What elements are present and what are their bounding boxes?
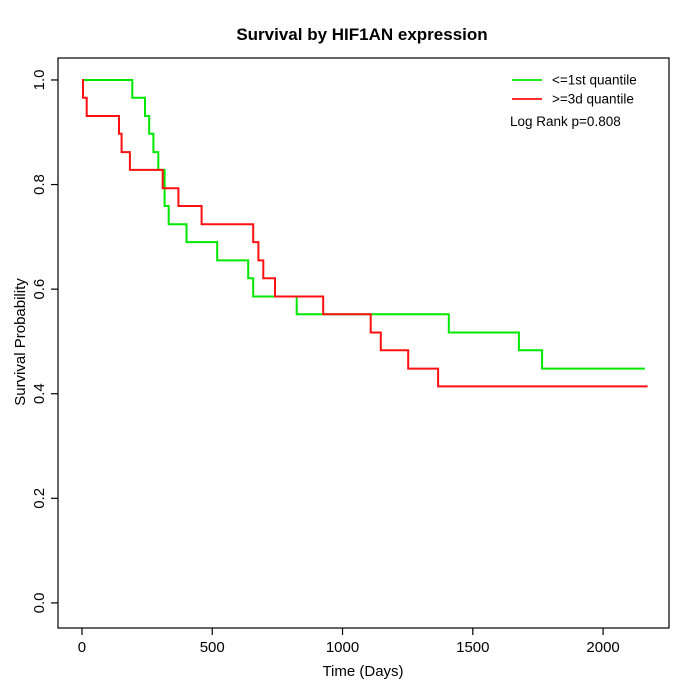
- y-tick-label: 0.4: [31, 383, 48, 404]
- survival-curve-red: [82, 79, 648, 388]
- x-tick-label: 2000: [586, 639, 619, 656]
- x-tick-label: 0: [78, 639, 86, 656]
- log-rank-annotation: Log Rank p=0.808: [510, 114, 621, 129]
- x-tick-label: 500: [200, 639, 225, 656]
- x-tick-label: 1500: [456, 639, 489, 656]
- y-tick-label: 0.8: [31, 174, 48, 195]
- x-axis-label: Time (Days): [322, 663, 403, 680]
- legend-label-green: <=1st quantile: [552, 73, 637, 88]
- y-tick-label: 0.6: [31, 279, 48, 300]
- y-axis-label: Survival Probability: [12, 278, 29, 406]
- x-axis-ticks: 0 500 1000 1500 2000: [78, 628, 620, 656]
- x-tick-label: 1000: [326, 639, 359, 656]
- legend-label-red: >=3d quantile: [552, 92, 634, 107]
- y-tick-label: 0.2: [31, 488, 48, 509]
- plot-box: [57, 57, 670, 629]
- y-tick-label: 1.0: [31, 70, 48, 91]
- survival-curve-green: [82, 79, 645, 370]
- legend: <=1st quantile >=3d quantile Log Rank p=…: [510, 73, 637, 130]
- y-tick-label: 0.0: [31, 592, 48, 613]
- chart-title: Survival by HIF1AN expression: [236, 25, 487, 44]
- survival-curves: [82, 79, 648, 388]
- y-axis-ticks: 0.0 0.2 0.4 0.6 0.8 1.0: [31, 70, 58, 613]
